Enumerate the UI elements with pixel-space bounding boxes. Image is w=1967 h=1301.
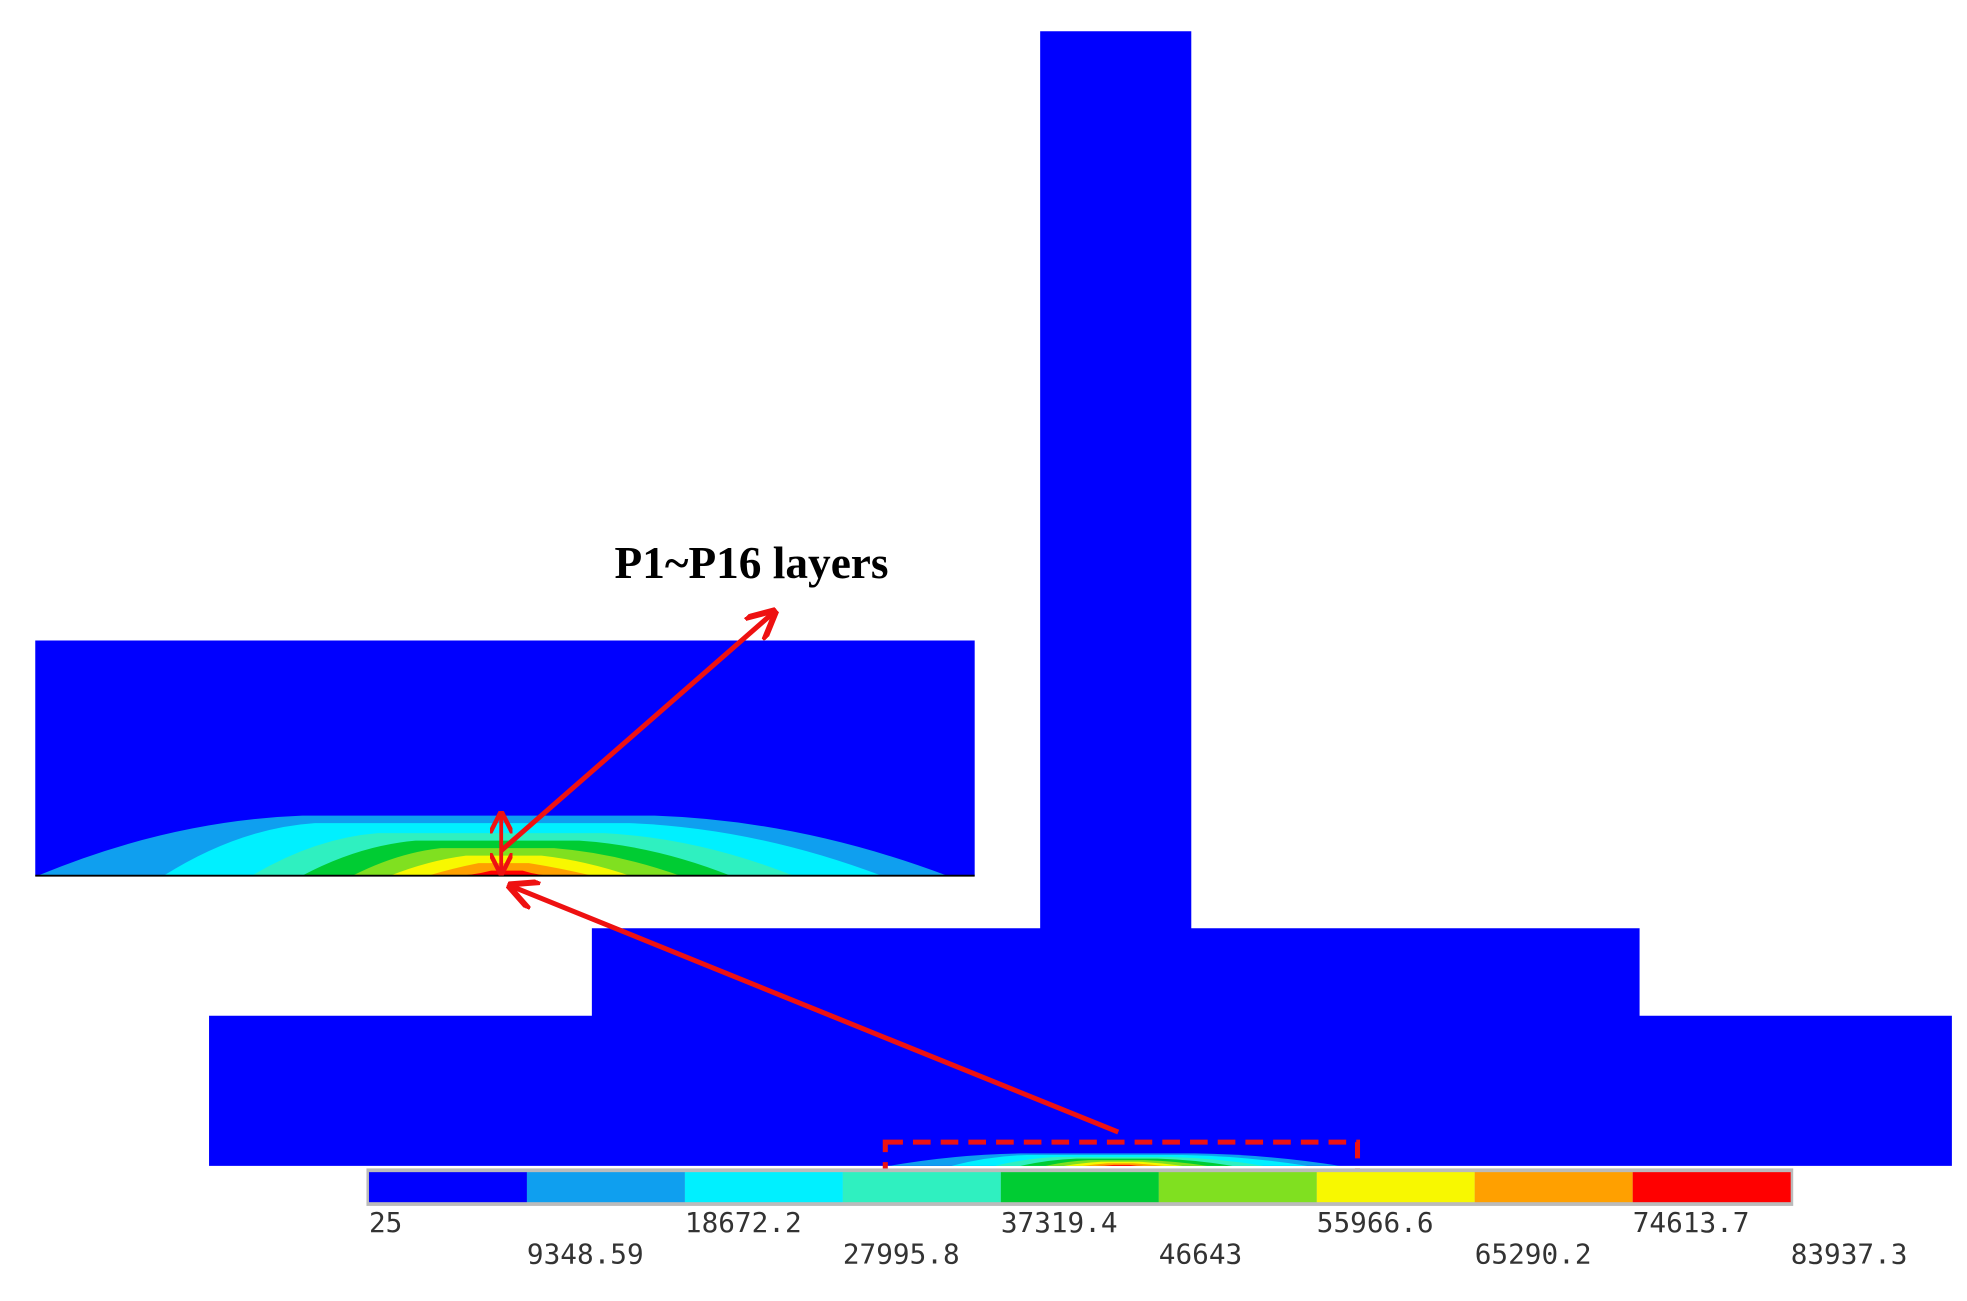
arrow	[510, 886, 1120, 1135]
zoom-box	[882, 1139, 1361, 1176]
colorbar-tick-label: 55966.6	[1317, 1206, 1434, 1239]
colorbar-tick-label: 9348.59	[527, 1238, 644, 1271]
colorbar-segment	[368, 1172, 527, 1203]
colorbar-segment	[842, 1172, 1001, 1203]
colorbar-segment	[1316, 1172, 1475, 1203]
colorbar-segment	[1158, 1172, 1317, 1203]
contour-band	[1095, 1164, 1146, 1166]
main-contour	[889, 1153, 1340, 1166]
colorbar-tick-label: 46643	[1159, 1238, 1242, 1271]
colorbar-tick-label: 74613.7	[1633, 1206, 1750, 1239]
colorbar-tick-label: 18672.2	[685, 1206, 802, 1239]
colorbar-segment	[526, 1172, 685, 1203]
geometry	[35, 31, 1952, 1166]
colorbar-tick-label: 65290.2	[1475, 1238, 1592, 1271]
colorbar-segment	[1474, 1172, 1633, 1203]
colorbar-tick-label: 27995.8	[843, 1238, 960, 1271]
domain	[209, 31, 1952, 1166]
colorbar-segment	[1632, 1172, 1791, 1203]
contour-band	[1082, 1163, 1164, 1166]
annotation: P1~P16 layers	[615, 538, 889, 588]
colorbar-tick-label: 37319.4	[1001, 1206, 1118, 1239]
colorbar-segment	[684, 1172, 843, 1203]
colorbar-tick-label: 25	[369, 1206, 402, 1239]
colorbar: 25 9348.59 18672.2 27995.8 37319.4 46643 55966…	[366, 1168, 1907, 1270]
colorbar-segment	[1000, 1172, 1159, 1203]
arrow	[499, 612, 774, 853]
colorbar-tick-label: 83937.3	[1791, 1238, 1908, 1271]
